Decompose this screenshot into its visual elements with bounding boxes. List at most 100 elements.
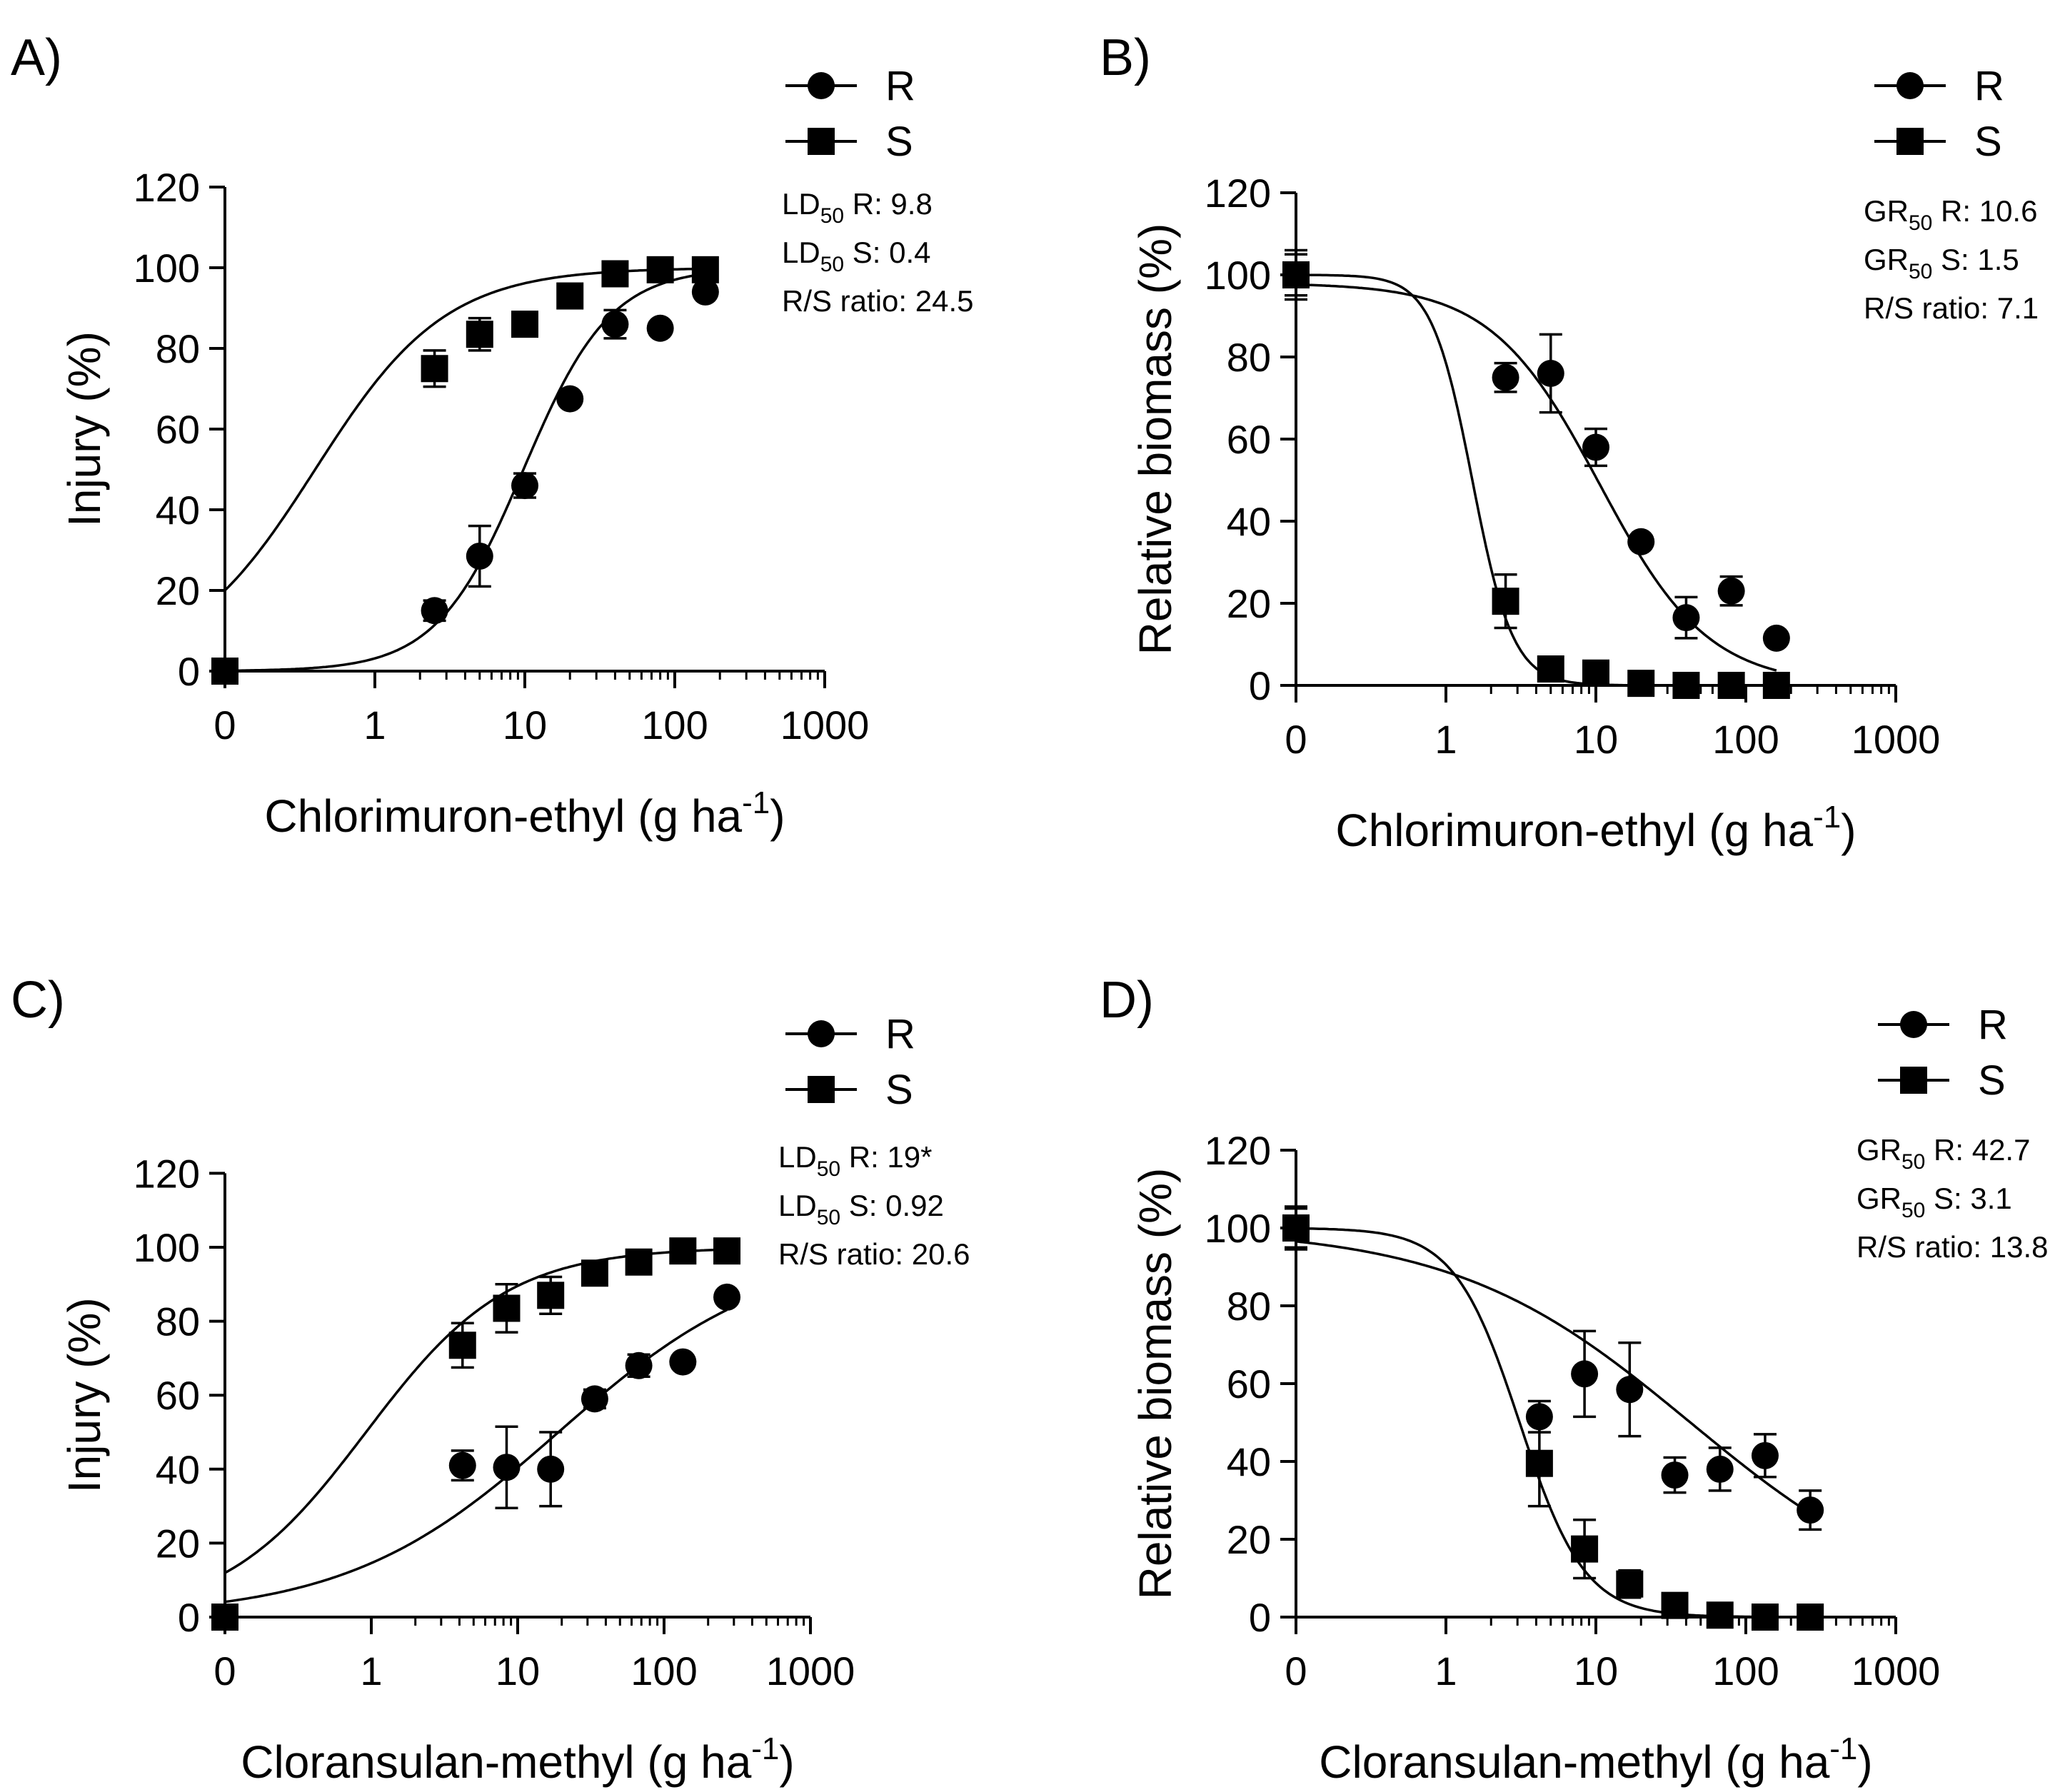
data-point-R xyxy=(421,597,448,625)
y-tick-label: 60 xyxy=(156,1373,200,1418)
data-point-S xyxy=(1706,1601,1734,1629)
stat-prefix: GR xyxy=(1856,1133,1901,1167)
chart-panel: A) 0 20 40 60 80 100 120 0 1 10 100 1000 Chlorimuron-… xyxy=(11,29,973,842)
data-point-R xyxy=(537,1455,565,1483)
x-tick-label: 0 xyxy=(213,1648,236,1693)
data-point-R xyxy=(511,472,538,500)
data-point-S xyxy=(1282,1214,1310,1242)
y-tick-label: 20 xyxy=(1227,581,1271,626)
stat-line: GR50 S: 3.1 xyxy=(1856,1182,2012,1222)
data-point-S xyxy=(581,1259,608,1287)
data-point-S xyxy=(1582,659,1609,687)
stat-prefix: LD xyxy=(782,187,820,221)
x-tick-label: 10 xyxy=(1574,717,1618,762)
stat-value: R/S ratio: 20.6 xyxy=(778,1237,970,1271)
y-tick-label: 120 xyxy=(134,165,200,210)
data-point-R xyxy=(448,1451,476,1479)
legend-marker-S xyxy=(1900,1067,1927,1094)
legend-marker-R xyxy=(808,1020,835,1047)
data-point-R xyxy=(601,311,629,338)
y-tick-label: 100 xyxy=(1205,1206,1271,1251)
x-axis-title-sup: -1 xyxy=(751,1731,779,1766)
fit-curve-R xyxy=(1295,283,1777,672)
data-point-S xyxy=(556,282,584,310)
panel-label: C) xyxy=(11,972,65,1029)
x-axis-title-close: ) xyxy=(779,1736,794,1788)
stat-value: S: 0.4 xyxy=(844,236,930,269)
data-point-S xyxy=(669,1237,697,1265)
x-tick-label: 1000 xyxy=(780,703,870,747)
stat-prefix: LD xyxy=(778,1189,817,1222)
data-point-S xyxy=(1492,588,1519,615)
x-tick-label: 1000 xyxy=(766,1648,855,1693)
legend-label: S xyxy=(885,1067,913,1113)
stat-value: R/S ratio: 13.8 xyxy=(1856,1230,2048,1264)
stat-line: LD50 S: 0.92 xyxy=(778,1189,944,1229)
data-point-R xyxy=(1525,1403,1553,1431)
stat-line: R/S ratio: 7.1 xyxy=(1864,291,2039,325)
data-point-R xyxy=(493,1454,521,1481)
stat-value: R/S ratio: 7.1 xyxy=(1864,291,2039,325)
stat-value: R: 19* xyxy=(840,1140,932,1174)
data-point-R xyxy=(669,1348,697,1376)
legend-label: R xyxy=(1974,63,2004,109)
x-tick-label: 0 xyxy=(213,703,236,747)
data-point-R xyxy=(581,1385,608,1413)
stat-line: GR50 S: 1.5 xyxy=(1864,243,2019,283)
y-tick-label: 0 xyxy=(178,1595,200,1640)
y-tick-label: 20 xyxy=(156,568,200,613)
data-point-R xyxy=(556,385,584,413)
data-point-S xyxy=(1672,672,1700,699)
x-tick-label: 100 xyxy=(630,1648,697,1693)
stat-line: GR50 R: 10.6 xyxy=(1864,194,2037,235)
data-point-R xyxy=(466,542,493,570)
stat-value: R: 10.6 xyxy=(1932,194,2037,228)
x-axis-title-sup: -1 xyxy=(1813,800,1841,835)
data-point-R xyxy=(713,1283,741,1311)
stat-line: LD50 R: 19* xyxy=(778,1140,932,1181)
y-tick-label: 80 xyxy=(1227,1284,1271,1329)
stat-value: S: 0.92 xyxy=(840,1189,944,1222)
data-point-R xyxy=(691,278,719,306)
fit-curve-S xyxy=(223,267,705,672)
legend-label: R xyxy=(1978,1002,2008,1048)
fit-curve-R xyxy=(1295,1227,1812,1515)
data-point-S xyxy=(211,658,238,685)
x-tick-label: 0 xyxy=(1285,1648,1307,1693)
stat-subscript: 50 xyxy=(1901,1150,1925,1174)
legend-marker-S xyxy=(1896,128,1924,155)
y-tick-label: 0 xyxy=(1249,1595,1271,1640)
x-axis-title: Cloransulan-methyl (g ha-1) xyxy=(1319,1731,1872,1788)
data-point-R xyxy=(1492,363,1519,391)
stat-subscript: 50 xyxy=(820,253,844,276)
x-axis-title-main: Chlorimuron-ethyl (g ha xyxy=(1335,805,1813,856)
chart-panel: B) 0 20 40 60 80 100 120 0 1 10 100 1000 Chlorimuron-… xyxy=(1100,29,2039,856)
legend-marker-R xyxy=(1900,1011,1927,1038)
y-tick-label: 120 xyxy=(1205,1128,1271,1173)
x-tick-label: 1000 xyxy=(1852,717,1941,762)
data-point-S xyxy=(1717,672,1745,699)
data-point-S xyxy=(1525,1449,1553,1477)
y-tick-label: 100 xyxy=(134,1225,200,1270)
legend-marker-S xyxy=(808,128,835,155)
data-point-R xyxy=(1537,360,1564,387)
legend-label: S xyxy=(885,119,913,165)
data-point-R xyxy=(1627,528,1655,555)
stat-line: R/S ratio: 13.8 xyxy=(1856,1230,2048,1264)
stat-subscript: 50 xyxy=(1901,1199,1925,1222)
data-point-R xyxy=(625,1351,653,1379)
y-tick-label: 60 xyxy=(1227,417,1271,462)
data-point-R xyxy=(1672,604,1700,632)
y-axis-title: Injury (%) xyxy=(59,1297,110,1493)
data-point-S xyxy=(1762,672,1790,699)
x-axis-title-close: ) xyxy=(1841,805,1856,856)
x-tick-label: 0 xyxy=(1285,717,1307,762)
y-axis-title: Relative biomass (%) xyxy=(1130,1168,1181,1600)
chart-panel: C) 0 20 40 60 80 100 120 0 1 10 100 1000 Cloransulan-… xyxy=(11,972,970,1788)
data-point-R xyxy=(1582,433,1609,461)
x-axis-title: Chlorimuron-ethyl (g ha-1) xyxy=(1335,800,1856,856)
x-tick-label: 1 xyxy=(1435,1648,1457,1693)
data-point-R xyxy=(1706,1455,1734,1483)
data-point-S xyxy=(713,1237,741,1265)
stat-prefix: LD xyxy=(778,1140,817,1174)
